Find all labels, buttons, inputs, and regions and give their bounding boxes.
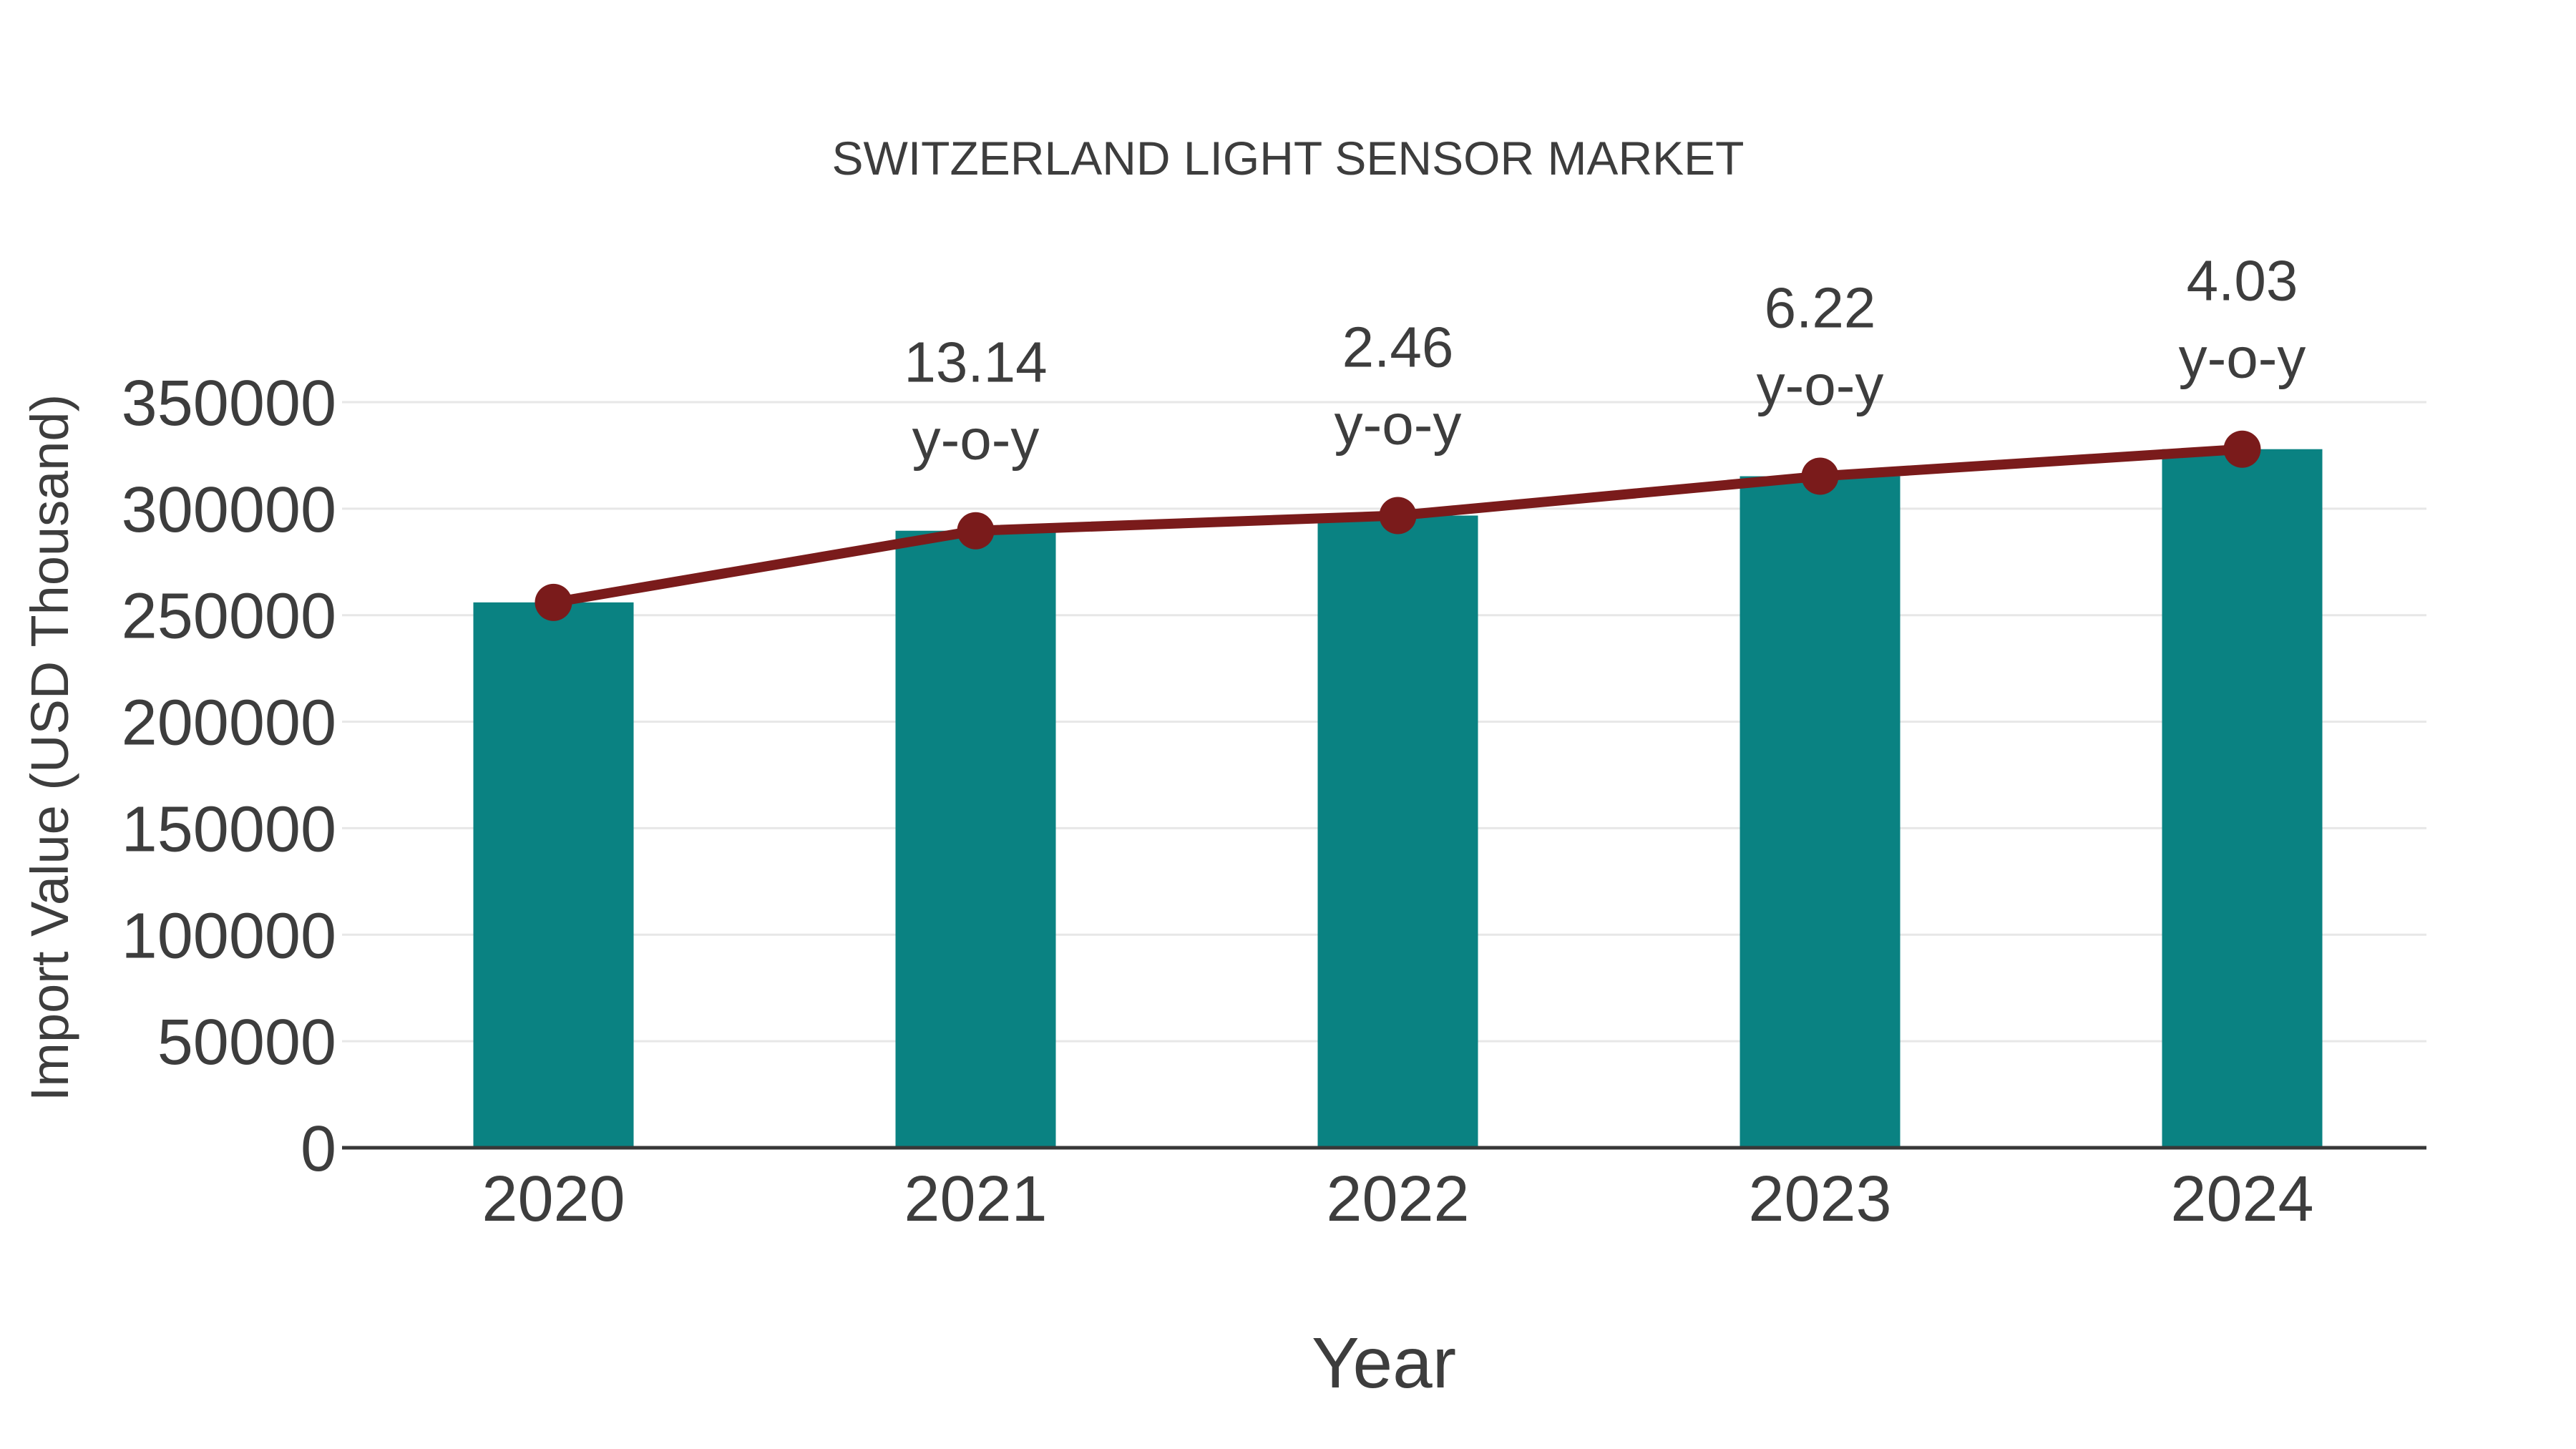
data-point-2023 bbox=[1801, 457, 1839, 495]
data-point-2020 bbox=[535, 583, 572, 621]
y-tick-label: 50000 bbox=[157, 1007, 336, 1078]
data-point-2022 bbox=[1379, 497, 1417, 535]
bar-2024 bbox=[2162, 449, 2323, 1148]
y-tick-label: 350000 bbox=[122, 368, 336, 439]
x-tick-label: 2021 bbox=[904, 1163, 1047, 1235]
data-point-2021 bbox=[957, 512, 995, 550]
annotation-suffix-2022: y-o-y bbox=[1335, 392, 1462, 456]
y-tick-label: 150000 bbox=[122, 794, 336, 865]
annotation-value-2023: 6.22 bbox=[1765, 276, 1876, 340]
bars-layer bbox=[473, 449, 2323, 1148]
y-axis-title: Import Value (USD Thousand) bbox=[20, 394, 79, 1102]
tick-labels-layer: 0 50000 100000 150000 200000 250000 300000 3500… bbox=[122, 368, 2314, 1235]
x-axis-title: Year bbox=[1312, 1323, 1456, 1403]
bar-2021 bbox=[895, 530, 1056, 1148]
annotation-value-2022: 2.46 bbox=[1342, 315, 1454, 379]
trend-line-layer bbox=[535, 430, 2261, 621]
y-tick-label: 300000 bbox=[122, 474, 336, 546]
annotation-value-2024: 4.03 bbox=[2187, 249, 2298, 313]
bar-2023 bbox=[1740, 476, 1901, 1148]
y-tick-label: 100000 bbox=[122, 900, 336, 972]
bar-2022 bbox=[1317, 515, 1478, 1148]
x-tick-label: 2022 bbox=[1326, 1163, 1469, 1235]
y-tick-label: 200000 bbox=[122, 688, 336, 759]
bar-2020 bbox=[473, 602, 634, 1148]
chart-title: SWITZERLAND LIGHT SENSOR MARKET bbox=[832, 132, 1745, 185]
annotation-suffix-2024: y-o-y bbox=[2179, 326, 2306, 390]
annotations-layer: 13.14 y-o-y 2.46 y-o-y 6.22 y-o-y 4.03 y-o-y bbox=[904, 249, 2306, 472]
x-tick-label: 2020 bbox=[482, 1163, 625, 1235]
y-tick-label: 0 bbox=[301, 1113, 336, 1185]
x-tick-label: 2023 bbox=[1748, 1163, 1891, 1235]
x-tick-label: 2024 bbox=[2170, 1163, 2313, 1235]
annotation-suffix-2021: y-o-y bbox=[912, 408, 1040, 472]
annotation-suffix-2023: y-o-y bbox=[1757, 353, 1884, 417]
annotation-value-2021: 13.14 bbox=[904, 331, 1047, 394]
y-tick-label: 250000 bbox=[122, 581, 336, 653]
data-point-2024 bbox=[2223, 430, 2261, 468]
